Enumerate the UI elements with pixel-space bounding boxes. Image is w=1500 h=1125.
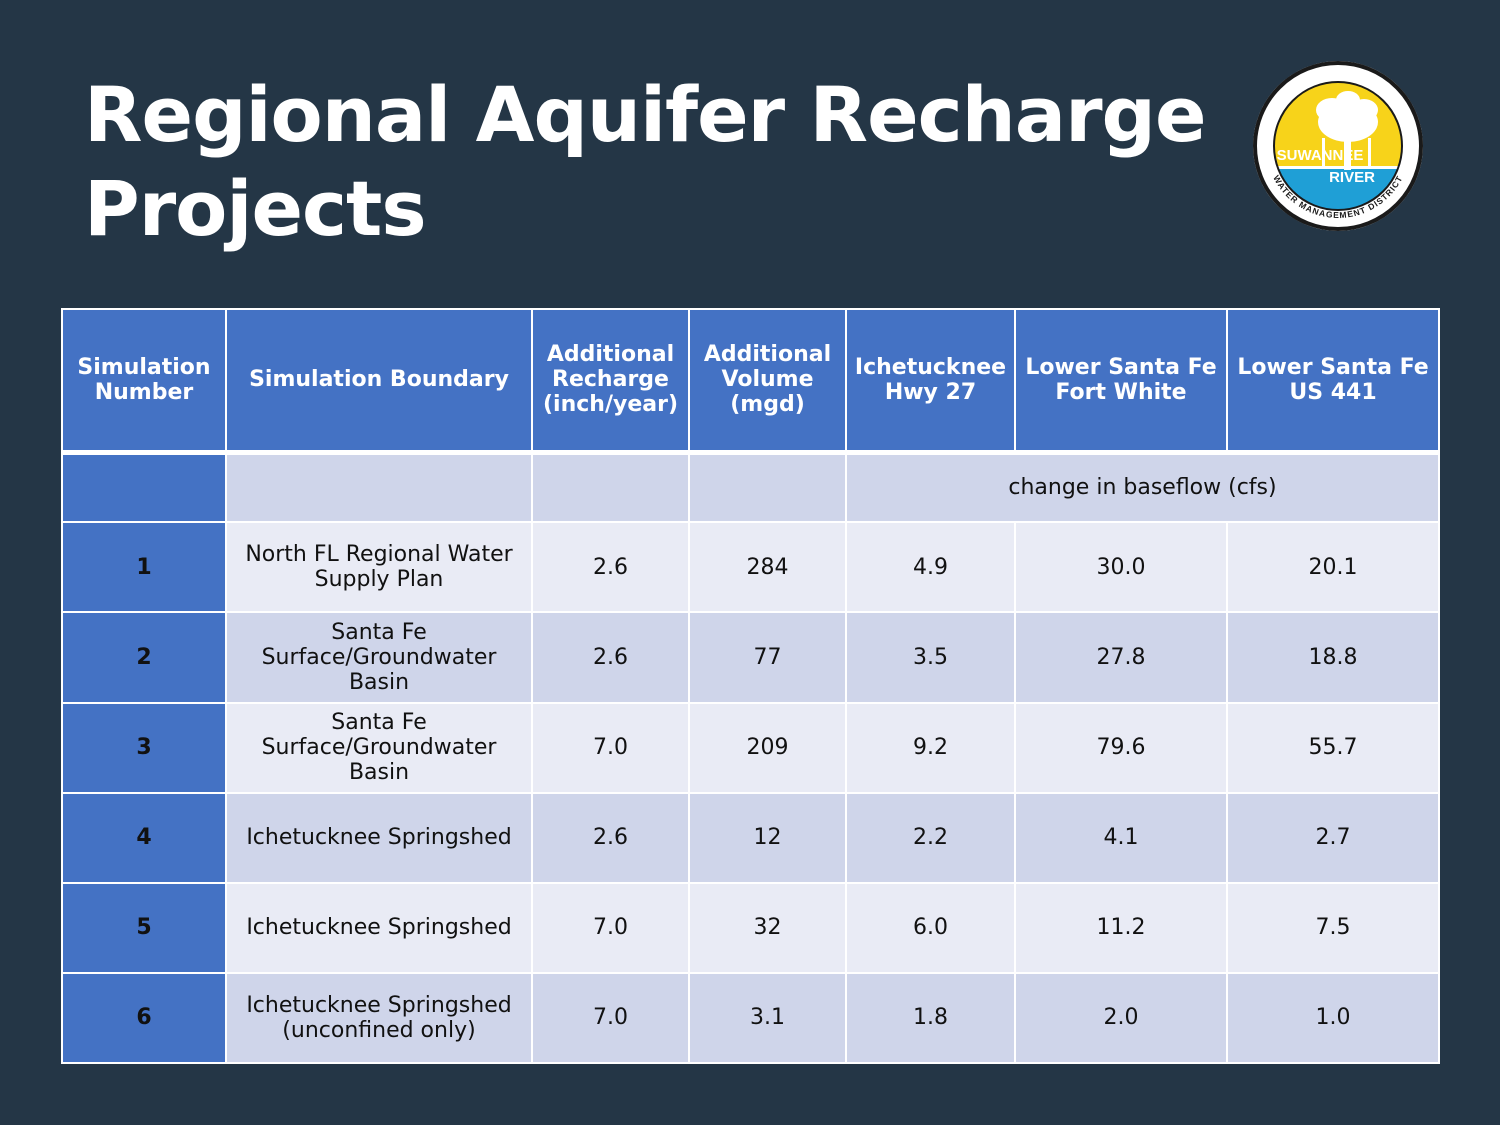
fort-white-cell: 30.0 xyxy=(1014,521,1228,614)
recharge-cell: 2.6 xyxy=(531,611,690,704)
table-body: 1 North FL Regional Water Supply Plan 2.6 2… xyxy=(61,521,1440,1065)
us441-cell: 2.7 xyxy=(1226,791,1440,884)
volume-cell: 284 xyxy=(688,521,847,614)
header-sim-number: Simulation Number xyxy=(61,307,227,455)
title-line-2: Projects xyxy=(84,164,427,253)
table-row: 3 Santa Fe Surface/Groundwater Basin 7.0 20… xyxy=(61,701,1440,794)
fort-white-cell: 4.1 xyxy=(1014,791,1228,884)
fort-white-cell: 79.6 xyxy=(1014,701,1228,794)
boundary-cell: Ichetucknee Springshed xyxy=(225,881,533,974)
recharge-cell: 2.6 xyxy=(531,791,690,884)
us441-cell: 1.0 xyxy=(1226,971,1440,1065)
header-volume: Additional Volume (mgd) xyxy=(688,307,847,455)
units-label: change in baseflow (cfs) xyxy=(845,451,1440,524)
header-boundary: Simulation Boundary xyxy=(225,307,533,455)
boundary-cell: Santa Fe Surface/Groundwater Basin xyxy=(225,611,533,704)
units-blank-cell xyxy=(61,451,227,524)
volume-cell: 3.1 xyxy=(688,971,847,1065)
recharge-cell: 7.0 xyxy=(531,971,690,1065)
header-ichetucknee: Ichetucknee Hwy 27 xyxy=(845,307,1016,455)
table-row: 2 Santa Fe Surface/Groundwater Basin 2.6 77… xyxy=(61,611,1440,704)
fort-white-cell: 11.2 xyxy=(1014,881,1228,974)
boundary-cell: Ichetucknee Springshed (unconfined only) xyxy=(225,971,533,1065)
header-us441: Lower Santa Fe US 441 xyxy=(1226,307,1440,455)
sim-number-cell: 3 xyxy=(61,701,227,794)
header-recharge: Additional Recharge (inch/year) xyxy=(531,307,690,455)
sim-number-cell: 1 xyxy=(61,521,227,614)
ichetucknee-cell: 6.0 xyxy=(845,881,1016,974)
units-blank-cell xyxy=(531,451,690,524)
units-blank-cell xyxy=(225,451,533,524)
table-row: 5 Ichetucknee Springshed 7.0 32 6.0 11.2 7.5 xyxy=(61,881,1440,974)
recharge-cell: 7.0 xyxy=(531,701,690,794)
recharge-cell: 2.6 xyxy=(531,521,690,614)
units-row: change in baseflow (cfs) xyxy=(61,451,1440,524)
recharge-cell: 7.0 xyxy=(531,881,690,974)
us441-cell: 20.1 xyxy=(1226,521,1440,614)
boundary-cell: Ichetucknee Springshed xyxy=(225,791,533,884)
ichetucknee-cell: 4.9 xyxy=(845,521,1016,614)
boundary-cell: North FL Regional Water Supply Plan xyxy=(225,521,533,614)
units-blank-cell xyxy=(688,451,847,524)
ichetucknee-cell: 3.5 xyxy=(845,611,1016,704)
district-logo: SUWANNEE RIVER WATER MANAGEMENT DISTRICT xyxy=(1253,61,1423,231)
recharge-table: Simulation Number Simulation Boundary Ad… xyxy=(61,307,1440,1065)
boundary-cell: Santa Fe Surface/Groundwater Basin xyxy=(225,701,533,794)
table-row: 6 Ichetucknee Springshed (unconfined only… xyxy=(61,971,1440,1065)
volume-cell: 77 xyxy=(688,611,847,704)
us441-cell: 18.8 xyxy=(1226,611,1440,704)
ichetucknee-cell: 1.8 xyxy=(845,971,1016,1065)
volume-cell: 32 xyxy=(688,881,847,974)
logo-text-mid: RIVER xyxy=(1329,169,1375,186)
ichetucknee-cell: 2.2 xyxy=(845,791,1016,884)
sim-number-cell: 5 xyxy=(61,881,227,974)
sim-number-cell: 4 xyxy=(61,791,227,884)
title-line-1: Regional Aquifer Recharge xyxy=(84,70,1206,159)
sim-number-cell: 2 xyxy=(61,611,227,704)
sim-number-cell: 6 xyxy=(61,971,227,1065)
fort-white-cell: 2.0 xyxy=(1014,971,1228,1065)
us441-cell: 7.5 xyxy=(1226,881,1440,974)
volume-cell: 12 xyxy=(688,791,847,884)
volume-cell: 209 xyxy=(688,701,847,794)
slide-title: Regional Aquifer Recharge Projects xyxy=(84,68,1244,256)
table-row: 1 North FL Regional Water Supply Plan 2.6 2… xyxy=(61,521,1440,614)
table-header-row: Simulation Number Simulation Boundary Ad… xyxy=(61,307,1440,455)
header-fort-white: Lower Santa Fe Fort White xyxy=(1014,307,1228,455)
ichetucknee-cell: 9.2 xyxy=(845,701,1016,794)
table-row: 4 Ichetucknee Springshed 2.6 12 2.2 4.1 2.7 xyxy=(61,791,1440,884)
logo-text-top: SUWANNEE xyxy=(1277,147,1364,164)
us441-cell: 55.7 xyxy=(1226,701,1440,794)
fort-white-cell: 27.8 xyxy=(1014,611,1228,704)
